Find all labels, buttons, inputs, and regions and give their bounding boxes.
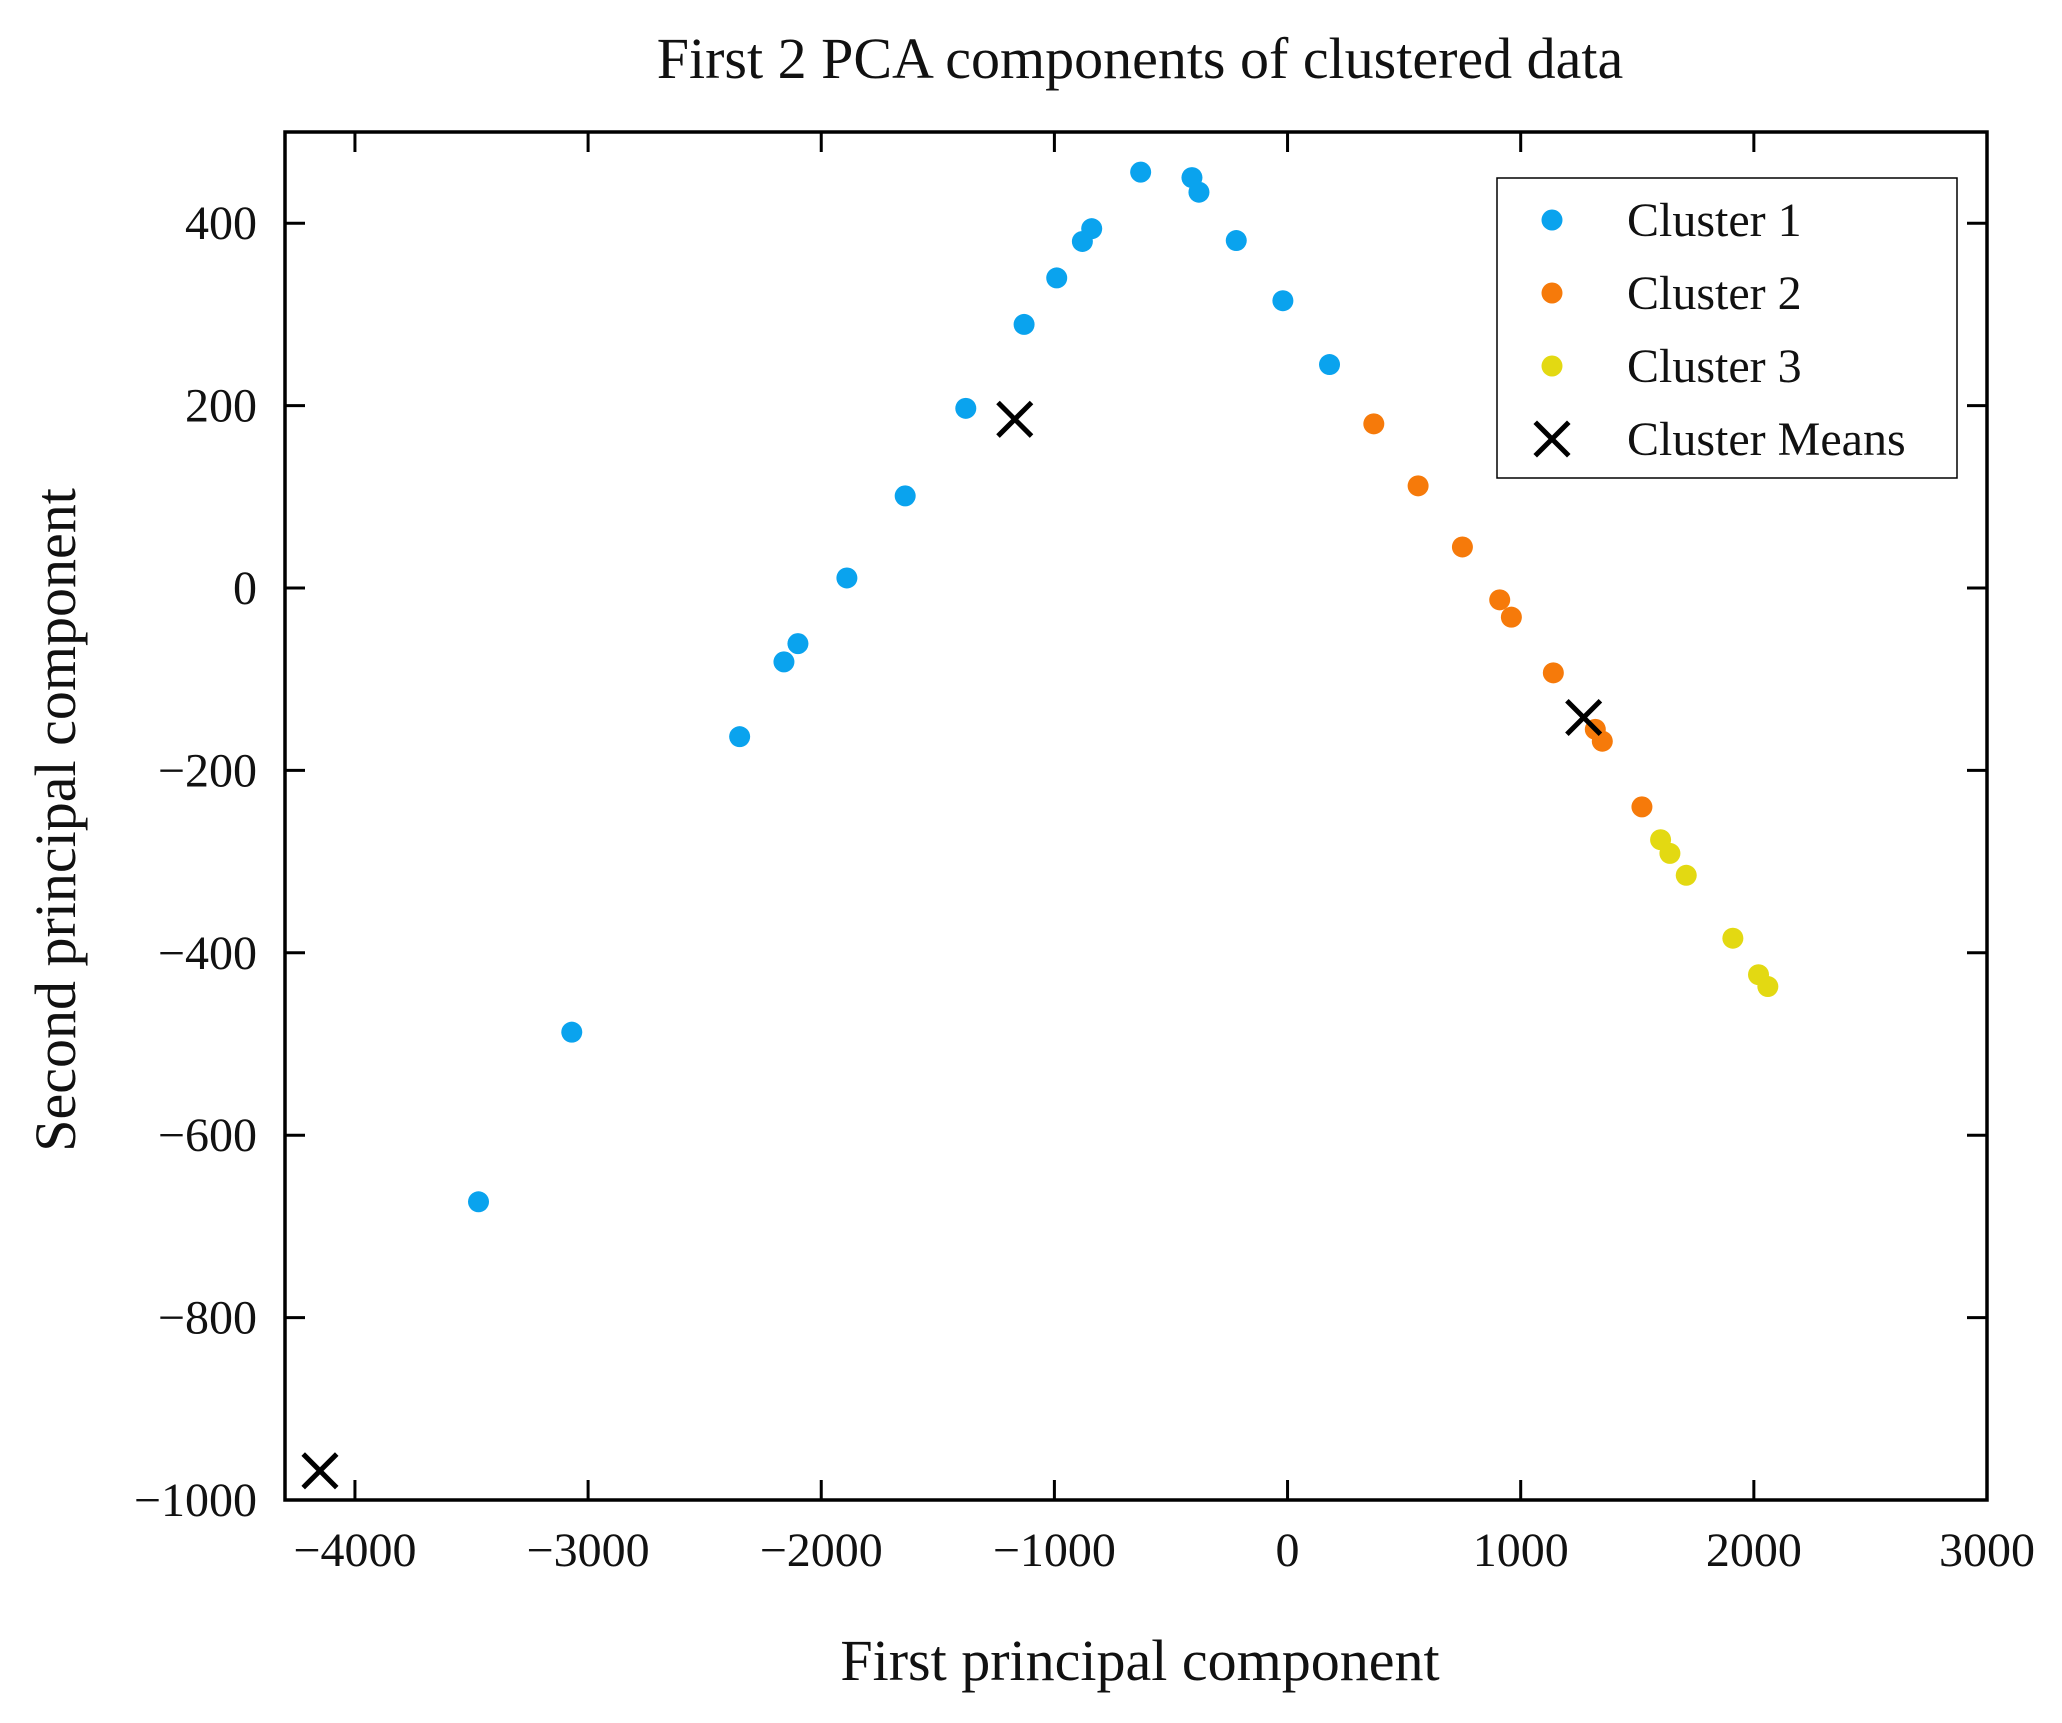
x-tick-label: 1000 (1473, 1524, 1569, 1577)
cluster-2-point (1451, 536, 1473, 558)
cluster-3-point (1659, 842, 1681, 864)
legend-marker-cluster-2 (1541, 282, 1563, 304)
legend: Cluster 1 Cluster 2 Cluster 3 Cluster Means (1496, 177, 1958, 479)
legend-label-cluster-1: Cluster 1 (1627, 194, 1802, 247)
legend-label-cluster-means: Cluster Means (1627, 413, 1906, 466)
cluster-2-point (1500, 606, 1522, 628)
y-tick-label: −400 (158, 927, 257, 980)
x-tick-label: −3000 (527, 1524, 650, 1577)
cluster-1-point (468, 1191, 490, 1213)
legend-label-cluster-2: Cluster 2 (1627, 267, 1802, 320)
plot-frame (283, 130, 1989, 1502)
legend-label-cluster-3: Cluster 3 (1627, 340, 1802, 393)
cluster-means-point (301, 1452, 339, 1490)
legend-marker-cluster-means (1533, 420, 1571, 458)
legend-box (1496, 177, 1958, 479)
cluster-1-point (1081, 218, 1103, 240)
cluster-3-point (1722, 927, 1744, 949)
legend-marker-cluster-1 (1541, 209, 1563, 231)
cluster-1-point (1046, 267, 1068, 289)
cluster-1-point (894, 485, 916, 507)
cluster-1-point (561, 1021, 583, 1043)
cluster-1-point (773, 651, 795, 673)
cluster-2-point (1631, 796, 1653, 818)
cluster-2-point (1363, 413, 1385, 435)
y-tick-label: 400 (185, 197, 257, 250)
x-tick-label: 3000 (1939, 1524, 2035, 1577)
cluster-1-point (1130, 161, 1152, 183)
cluster-2-point (1489, 589, 1511, 611)
y-tick-label: 0 (233, 562, 257, 615)
x-axis-label: First principal component (840, 1628, 1439, 1693)
cluster-1-point (1272, 290, 1294, 312)
cluster-2-point (1407, 475, 1429, 497)
cluster-means-point (1565, 698, 1603, 737)
x-tick-label: −2000 (760, 1524, 883, 1577)
cluster-1-point (1188, 181, 1210, 203)
y-tick-label: 200 (185, 380, 257, 433)
cluster-means-point (996, 400, 1034, 438)
x-tick-label: 0 (1276, 1524, 1300, 1577)
cluster-2-point (1591, 730, 1613, 752)
legend-marker-cluster-3 (1541, 355, 1563, 377)
chart-title: First 2 PCA components of clustered data (657, 26, 1624, 91)
y-axis: −1000 −800 −600 −400 −200 0 200 400 (134, 197, 1987, 1527)
cluster-1-point (1319, 354, 1341, 376)
y-tick-label: −200 (158, 744, 257, 797)
cluster-1-point (1013, 313, 1035, 335)
x-tick-label: 2000 (1706, 1524, 1802, 1577)
cluster-1-point (955, 397, 977, 419)
x-axis: −4000 −3000 −2000 −1000 0 1000 2000 3000 (293, 132, 2035, 1577)
y-tick-label: −1000 (134, 1474, 257, 1527)
x-tick-label: −1000 (993, 1524, 1116, 1577)
cluster-3-point (1757, 976, 1779, 998)
cluster-1-point (836, 567, 858, 589)
y-axis-label: Second principal component (23, 488, 88, 1152)
cluster-1-point (787, 633, 809, 655)
data-points (301, 161, 1779, 1490)
cluster-1-point (1225, 230, 1247, 252)
cluster-2-point (1542, 662, 1564, 684)
y-tick-label: −800 (158, 1292, 257, 1345)
cluster-3-point (1675, 864, 1697, 886)
y-tick-label: −600 (158, 1109, 257, 1162)
cluster-1-point (729, 726, 751, 748)
x-tick-label: −4000 (293, 1524, 416, 1577)
